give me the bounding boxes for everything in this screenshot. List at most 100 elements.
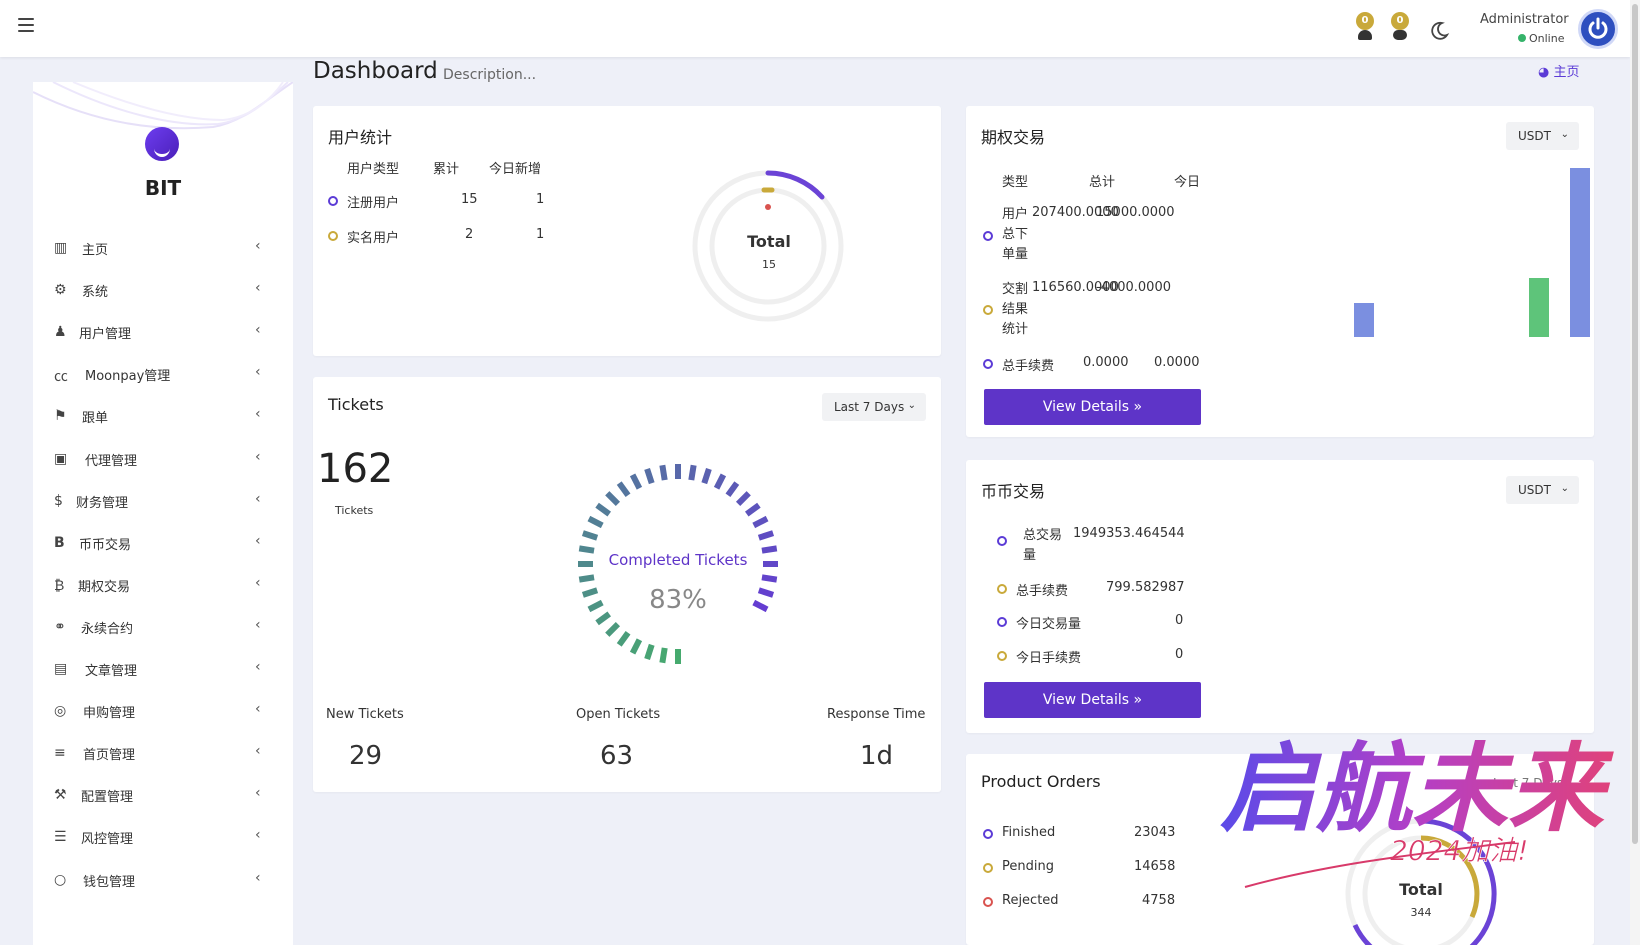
orders-row-label: Pending [1002,859,1054,874]
options-row-label: 总手续费 [1002,359,1055,374]
legend-dot-icon [983,829,993,839]
sidebar-item[interactable]: ◎ 申购管理 ‹ [33,693,293,729]
tickets-range-select[interactable]: Last 7 Days ⌄ [822,393,926,421]
chart-bar [1570,168,1590,337]
spot-view-details-button[interactable]: View Details » [984,682,1201,718]
spot-row-label: 总交易量 [1023,528,1063,563]
spot-row-label: 总手续费 [1016,584,1069,599]
sidebar-item-label: 永续合约 [81,621,134,637]
gauge-segment [644,643,655,661]
page-scrollbar[interactable] [1630,0,1640,945]
user-type-label: 实名用户 [347,231,400,246]
chevron-down-icon: ⌄ [907,400,916,411]
sidebar-item[interactable]: ≡ 首页管理 ‹ [33,735,293,771]
chart-bar [1529,278,1549,337]
gauge-segment [644,467,655,485]
response-time-value: 1d [860,741,894,771]
gauge-segment [735,491,751,507]
sidebar-item[interactable]: B 币币交易 ‹ [33,525,293,561]
sidebar-item[interactable]: ㏄ Moonpay管理 ‹ [33,356,293,392]
sidebar-item[interactable]: ⚒ 配置管理 ‹ [33,777,293,813]
new-tickets-value: 29 [349,741,383,771]
gauge-segment [761,545,778,554]
sidebar-item-label: 币币交易 [79,537,132,553]
spot-row-label: 今日交易量 [1016,617,1082,632]
chevron-left-icon: ‹ [255,827,261,844]
messages-button[interactable]: 0 [1388,12,1412,42]
gauge-segment [578,574,595,583]
menu-toggle-icon[interactable] [18,18,34,32]
sidebar-item-label: 用户管理 [79,327,132,343]
gauge-segment [595,502,611,517]
chevron-left-icon: ‹ [255,322,261,339]
newspaper-icon: ▤ [54,661,68,677]
spot-currency-select[interactable]: USDT ⌄ [1506,476,1579,504]
gauge-segment [629,473,643,490]
sidebar-item[interactable]: ⚭ 永续合约 ‹ [33,609,293,645]
gauge-segment [757,587,775,598]
sidebar-item-label: Moonpay管理 [85,369,171,385]
brand-logo-icon [145,127,179,161]
user-stats-header-type: 用户类型 [347,162,400,177]
orders-row-value: 4758 [1142,893,1176,908]
legend-dot-icon [997,651,1007,661]
options-currency-select[interactable]: USDT ⌄ [1506,122,1579,150]
avatar[interactable] [1578,9,1618,49]
cc-icon: ㏄ [54,369,68,386]
sidebar-item[interactable]: ⚙ 系统 ‹ [33,272,293,308]
sidebar-item[interactable]: ▤ 文章管理 ‹ [33,651,293,687]
gauge-segment [752,599,769,613]
sidebar-item[interactable]: ⚑ 跟单 ‹ [33,398,293,434]
sidebar-item-label: 财务管理 [76,495,129,511]
page-title: Dashboard [313,58,438,84]
scrollbar-thumb[interactable] [1632,4,1638,844]
open-tickets-label: Open Tickets [576,707,661,722]
top-bar: 0 0 Administrator Online [0,0,1630,57]
chevron-down-icon: ⌄ [1560,129,1569,140]
sidebar-item[interactable]: ▣ 代理管理 ‹ [33,441,293,477]
options-trading-card: 期权交易 USDT ⌄ 类型 总计 今日 用户总下单量 207400.0000 1… [966,106,1594,437]
bar-chart-icon: ▥ [54,240,68,256]
sidebar-item[interactable]: ₿ 期权交易 ‹ [33,567,293,603]
breadcrumb-home-link[interactable]: ◕ 主页 [1538,65,1580,80]
spot-row-value: 799.582987 [1106,580,1185,595]
sidebar-item[interactable]: ♟ 用户管理 ‹ [33,314,293,350]
message-icon [1393,30,1407,40]
donut-center-value: 344 [1410,906,1432,919]
id-card-icon: ▣ [54,450,68,467]
sidebar-item[interactable]: ▥ 主页 ‹ [33,230,293,266]
chevron-left-icon: ‹ [255,574,261,591]
bold-b-icon: B [54,534,65,551]
tickets-total-label: Tickets [335,504,374,517]
spot-row-value: 1949353.464544 [1073,526,1185,541]
options-view-details-button[interactable]: View Details » [984,389,1201,425]
gauge-segment [752,515,769,529]
tickets-card: Tickets Last 7 Days ⌄ 162 Tickets Complet… [313,377,941,792]
gauge-segment [616,631,631,647]
dark-mode-toggle[interactable] [1428,20,1452,44]
dashboard-icon: ◕ [1538,65,1554,80]
user-type-total: 2 [465,227,474,242]
sidebar-item[interactable]: ☰ 风控管理 ‹ [33,819,293,855]
notifications-button[interactable]: 0 [1353,12,1377,42]
options-row-total: 116560.0000 [1032,280,1119,295]
sidebar-decoration [33,82,293,142]
chevron-down-icon: ⌄ [1560,483,1569,494]
user-type-total: 15 [461,192,478,207]
sidebar-item-label: 配置管理 [81,790,134,806]
options-row-label: 交割结果统计 [1002,282,1029,337]
sidebar-item[interactable]: ○ 钱包管理 ‹ [33,862,293,898]
sidebar-item-label: 跟单 [82,411,109,427]
chart-bar [1354,303,1374,337]
orders-range-select[interactable]: Last 7 Days [1493,776,1564,790]
legend-dot-icon [328,231,338,241]
options-row-today: -4000.0000 [1096,280,1171,295]
user-total-donut [692,170,844,322]
gauge-segment [605,621,621,637]
user-stats-header-total: 累计 [433,162,460,177]
gauge-segment [581,587,599,598]
gauge-segment [659,464,668,481]
sidebar-item[interactable]: $ 财务管理 ‹ [33,483,293,519]
donut-center-label: Total [747,232,791,251]
user-name: Administrator [1480,12,1569,27]
